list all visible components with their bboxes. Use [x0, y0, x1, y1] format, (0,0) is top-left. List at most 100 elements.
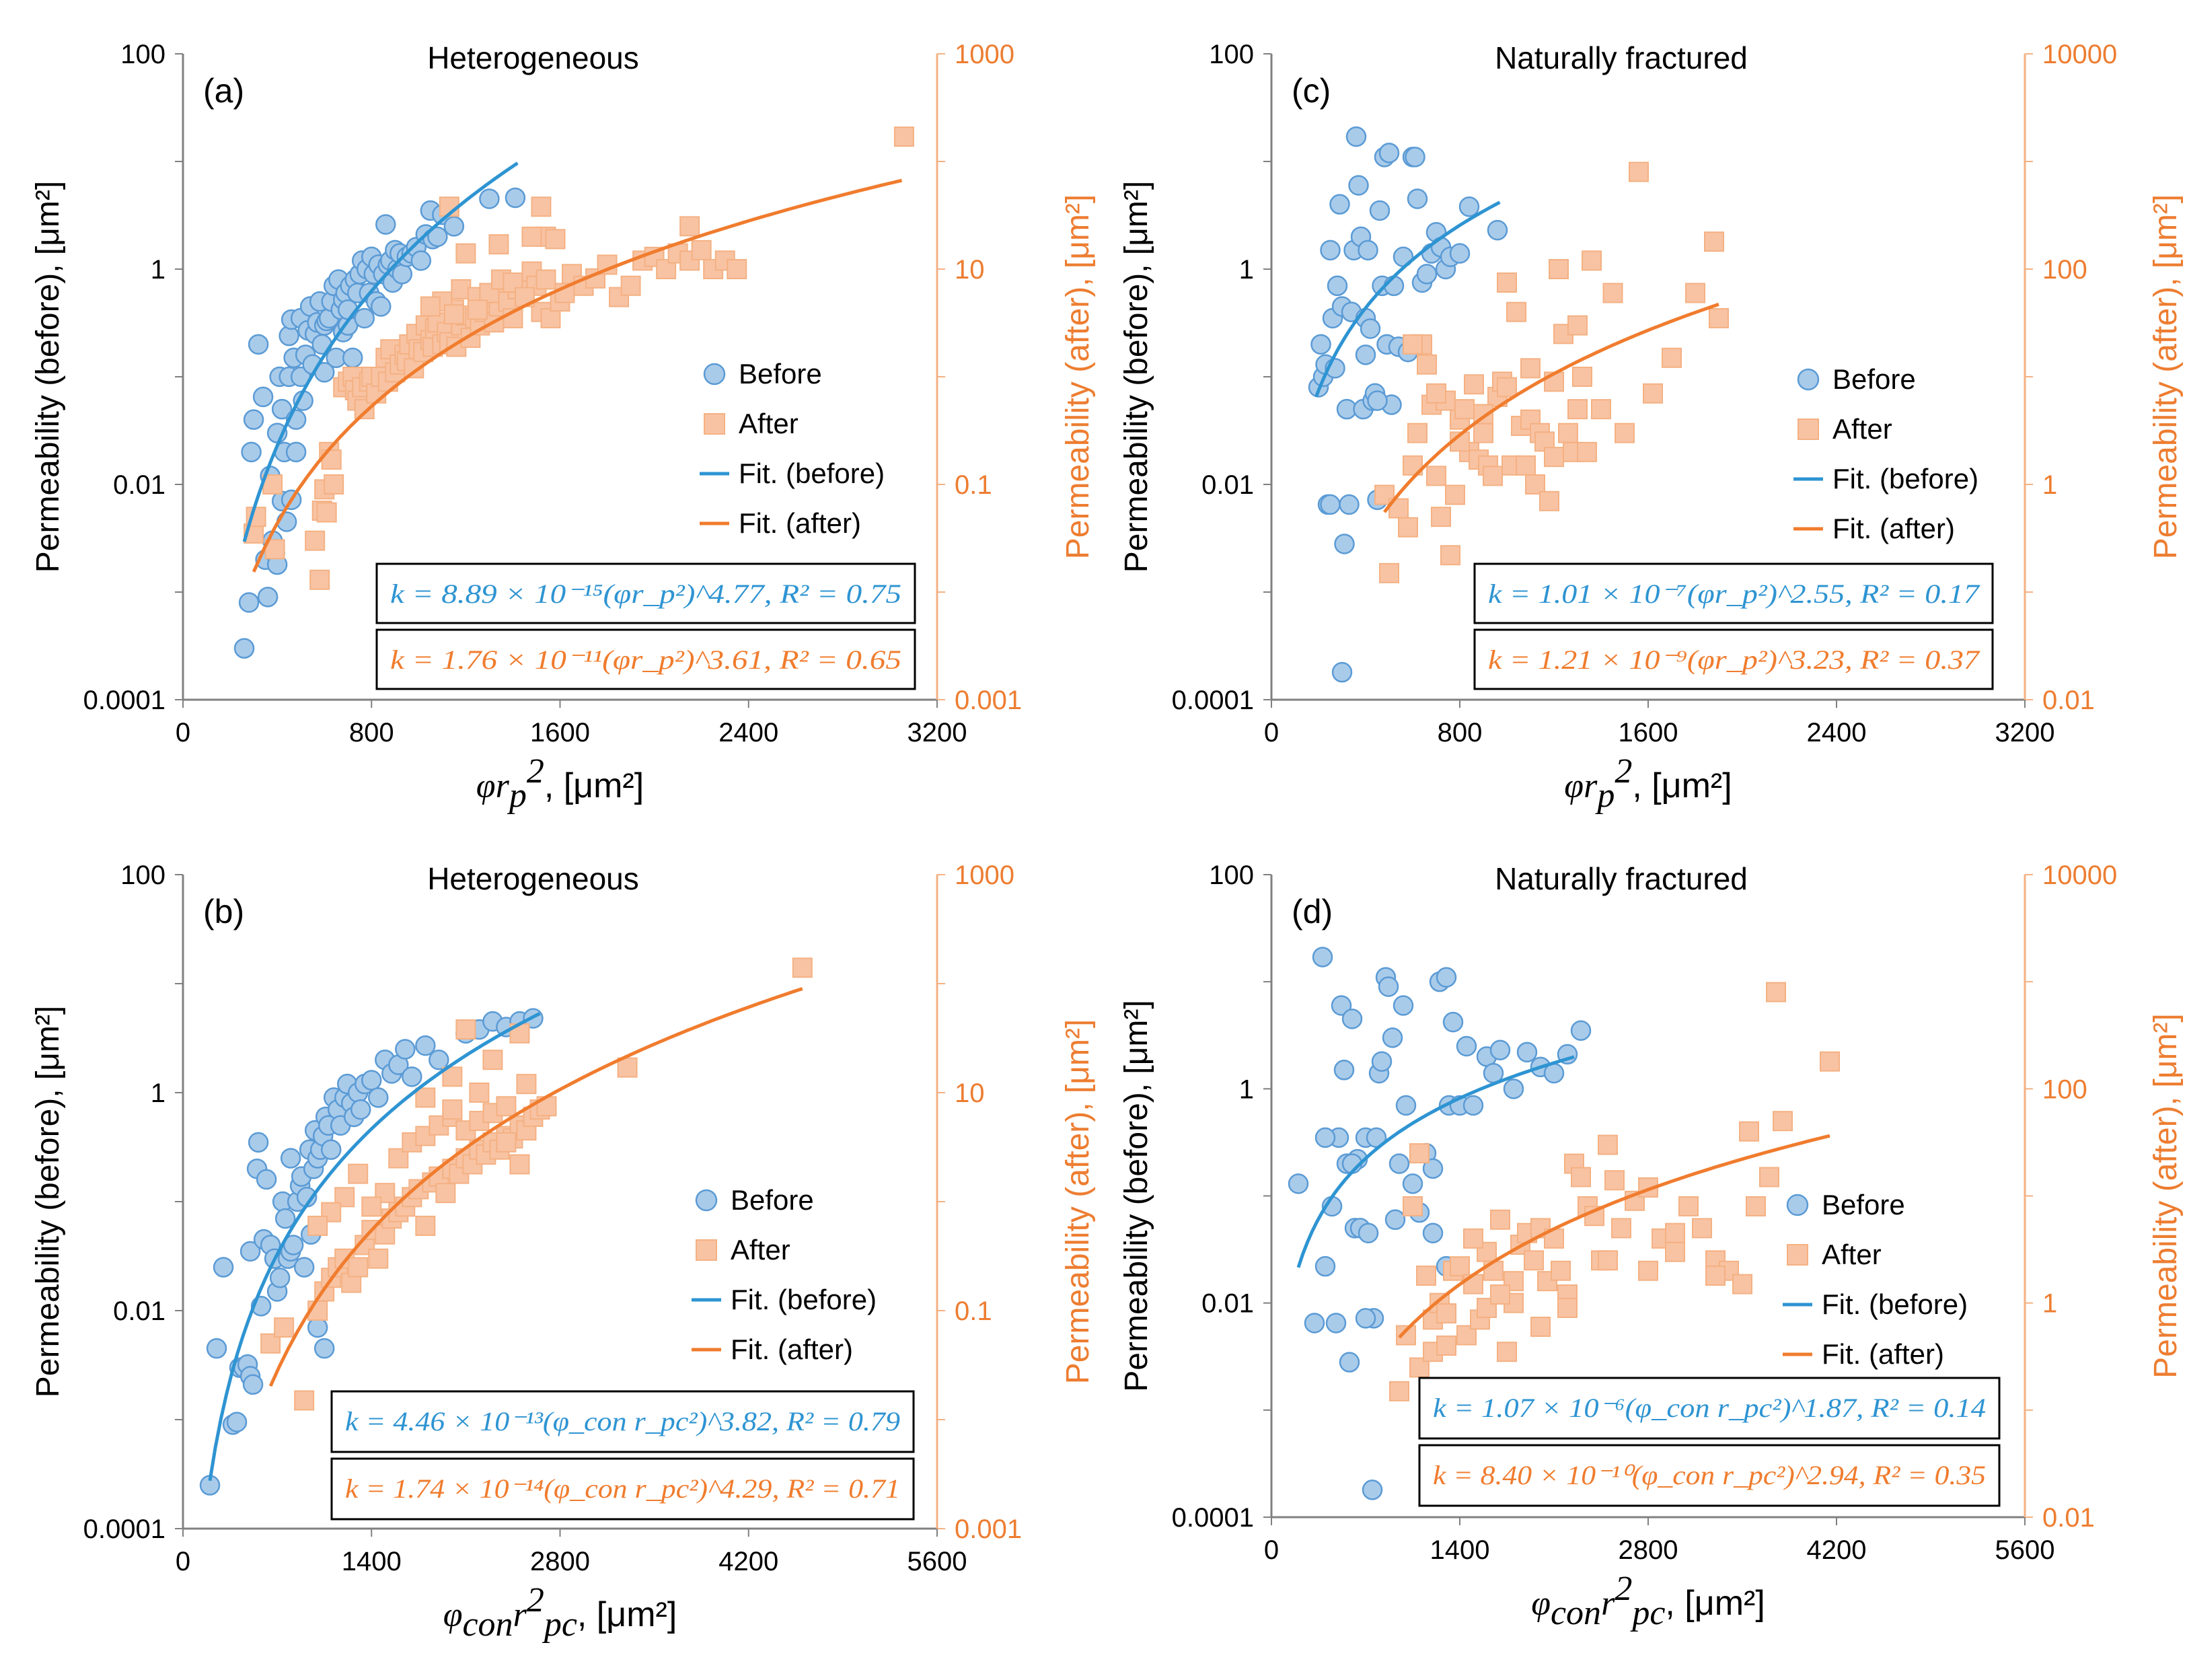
eq-after-text: k = 1.21 × 10⁻⁹(φr_p²)^3.23, R² = 0.37 [1488, 645, 1980, 675]
x-title-symbol: φr [476, 767, 510, 805]
before-point [1331, 661, 1353, 683]
fit-after-line [268, 987, 803, 1387]
x-title-sup: 2 [1615, 752, 1632, 791]
before-point [395, 1039, 416, 1060]
after-point [1582, 250, 1602, 271]
after-point [1564, 1153, 1584, 1174]
x-tick-label: 800 [349, 718, 394, 747]
after-point [1464, 374, 1484, 395]
after-point [1497, 377, 1517, 398]
after-point [1539, 490, 1559, 511]
legend-after-label: After [731, 1234, 790, 1266]
after-point [1525, 474, 1545, 495]
after-point [1551, 1260, 1571, 1281]
panel-letter: (d) [1292, 893, 1333, 930]
after-point [1598, 1134, 1618, 1155]
after-point [1398, 517, 1418, 538]
after-point [1704, 231, 1724, 252]
before-point [1369, 200, 1391, 221]
before-point [307, 1317, 328, 1338]
x-title-symbol: φ [1531, 1584, 1551, 1623]
x-title-units: , [μm²] [1665, 1584, 1765, 1623]
before-point [1487, 219, 1508, 241]
after-point [679, 216, 700, 237]
y-tick-label-left: 0.01 [1201, 470, 1254, 500]
y-tick-label-left: 100 [120, 40, 165, 69]
eq-after-box [1418, 1444, 2001, 1507]
eq-after-text: k = 1.76 × 10⁻¹¹(φr_p²)^3.61, R² = 0.65 [390, 645, 901, 675]
after-point [348, 1257, 369, 1278]
after-point [455, 1019, 476, 1040]
x-title-sup: 2 [1615, 1570, 1632, 1608]
y-tick-label-left: 1 [151, 255, 165, 285]
after-point [1557, 1297, 1578, 1318]
before-point [1345, 126, 1367, 147]
after-point [1497, 272, 1517, 293]
fit-after-line [1398, 1134, 1830, 1339]
after-point [1524, 1250, 1544, 1271]
x-tick-label: 4200 [718, 1547, 778, 1576]
eq-after-text: k = 1.74 × 10⁻¹⁴(φ_con r_pc²)^4.29, R² =… [345, 1473, 900, 1504]
before-point [256, 1169, 277, 1190]
x-title-symbol2: r [1601, 1584, 1615, 1623]
before-point [1388, 1153, 1410, 1174]
after-point [792, 957, 813, 978]
after-point [451, 279, 472, 299]
before-point [505, 187, 526, 209]
after-point [1591, 399, 1611, 420]
before-point [1393, 995, 1414, 1016]
after-point [420, 296, 441, 317]
after-point [535, 269, 556, 290]
before-point [1325, 1313, 1347, 1334]
after-point [1665, 1241, 1685, 1262]
x-tick-label: 3200 [1995, 718, 2055, 747]
after-point [1445, 484, 1465, 505]
x-title-sub: p [1594, 776, 1615, 815]
after-point [545, 229, 566, 250]
x-title-sup: 2 [527, 1581, 544, 1619]
after-point [1739, 1121, 1759, 1142]
before-series [1288, 947, 1592, 1500]
after-point [1436, 1336, 1456, 1356]
legend-after-label: After [739, 408, 799, 439]
eq-before-text: k = 1.07 × 10⁻⁶(φ_con r_pc²)^1.87, R² = … [1433, 1393, 1986, 1423]
before-point [1358, 1222, 1379, 1243]
after-point [1692, 1218, 1712, 1239]
before-point [1312, 947, 1333, 967]
fit-after-line [252, 178, 903, 573]
after-point [509, 1154, 530, 1175]
before-point [1339, 1352, 1360, 1373]
after-point [1530, 1316, 1551, 1337]
legend-after-marker [704, 413, 725, 435]
y-tick-label-left: 0.0001 [83, 1514, 165, 1544]
after-point [469, 1083, 490, 1103]
before-point [429, 1049, 449, 1070]
eq-before-box [1473, 562, 1994, 624]
before-point [1382, 1027, 1403, 1048]
after-point [620, 275, 641, 296]
before-point [1489, 1039, 1511, 1061]
after-point [482, 1050, 503, 1070]
after-point [415, 1215, 436, 1236]
before-point [1456, 1035, 1477, 1057]
after-point [1629, 161, 1649, 182]
before-point [392, 264, 413, 285]
panel-title: Naturally fractured [1495, 40, 1748, 75]
before-point [415, 1035, 436, 1056]
before-point [1442, 1011, 1464, 1033]
x-title-sub2: pc [1629, 1594, 1665, 1632]
legend: Before After Fit. (before) Fit. (after) [692, 1184, 877, 1365]
y-tick-label-left: 0.0001 [83, 686, 165, 715]
before-point [293, 1257, 315, 1278]
before-point [1378, 976, 1399, 997]
after-point [1572, 367, 1592, 387]
x-tick-label: 1600 [1619, 718, 1678, 747]
after-point [1567, 399, 1588, 420]
before-point [1383, 275, 1405, 297]
y-tick-label-right: 0.001 [955, 686, 1022, 715]
before-point [1405, 147, 1425, 168]
x-tick-label: 2800 [1619, 1535, 1678, 1565]
before-point [1416, 264, 1438, 285]
y-axis-title-left: Permeability (before), [μm²] [1119, 181, 1154, 573]
